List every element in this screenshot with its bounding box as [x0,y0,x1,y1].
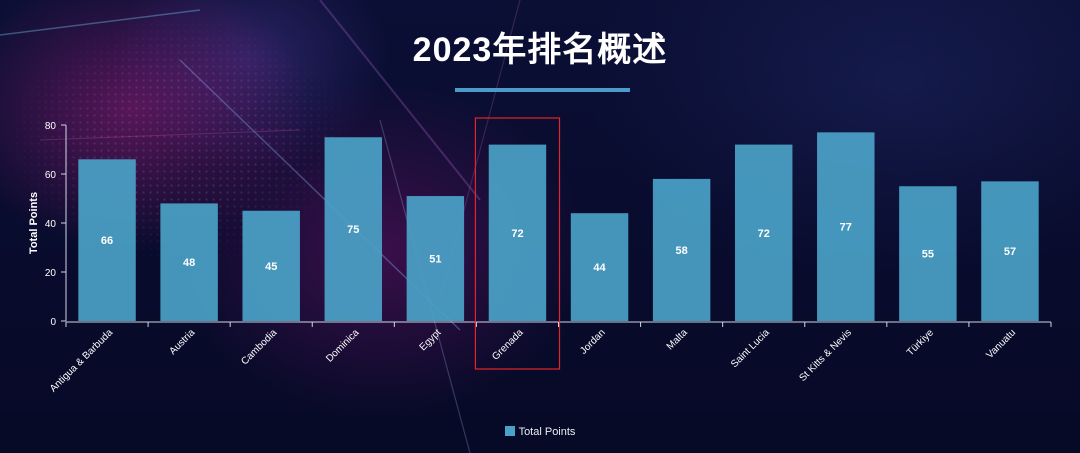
bar-value-label: 58 [676,245,688,257]
bar [78,159,136,321]
bar-value-label: 44 [593,262,606,274]
bar-value-label: 77 [840,222,852,234]
y-tick-label: 80 [45,121,57,132]
x-tick-label: Antigua & Barbuda [48,327,115,394]
x-tick-label: Grenada [490,327,526,363]
y-tick-label: 0 [50,317,56,328]
highlight-box [474,117,561,370]
bar-value-label: 51 [429,254,441,266]
x-tick-label: Austria [167,327,197,357]
bar-value-label: 72 [758,228,770,240]
bar [488,144,547,321]
y-tick-label: 20 [45,268,57,279]
bar-value-label: 55 [922,249,934,261]
y-axis-title: Total Points [28,192,40,254]
bar [652,178,711,321]
x-tick-label: Vanuatu [984,327,1018,361]
x-tick-label: Türkiye [905,327,936,358]
x-tick-label: St Kitts & Nevis [797,327,854,384]
bar [899,186,957,321]
bar-value-label: 66 [101,235,113,247]
x-tick-label: Dominica [324,327,362,365]
bar [242,210,300,321]
y-tick-label: 40 [45,219,57,230]
x-tick-label: Cambodia [239,327,279,367]
bar [817,132,875,321]
bar-value-label: 75 [347,224,359,236]
legend[interactable]: Total Points [0,426,1080,438]
bar-value-label: 72 [511,228,523,240]
legend-label: Total Points [518,426,576,438]
bar [406,196,465,321]
title-underline [455,88,630,92]
bar-value-label: 57 [1004,246,1016,258]
x-tick-label: Egypt [418,327,444,353]
bar-value-label: 45 [265,261,277,273]
bar [160,203,218,321]
x-tick-label: Malta [665,327,690,352]
page-title: 2023年排名概述 [412,31,668,69]
bar-value-label: 48 [183,257,195,269]
bar [734,144,793,321]
bar [981,181,1039,321]
x-tick-label: Saint Lucia [729,327,772,370]
x-tick-label: Jordan [578,327,607,356]
y-tick-label: 60 [45,170,57,181]
bar [324,137,383,321]
legend-swatch [504,426,515,436]
bar [570,213,629,321]
